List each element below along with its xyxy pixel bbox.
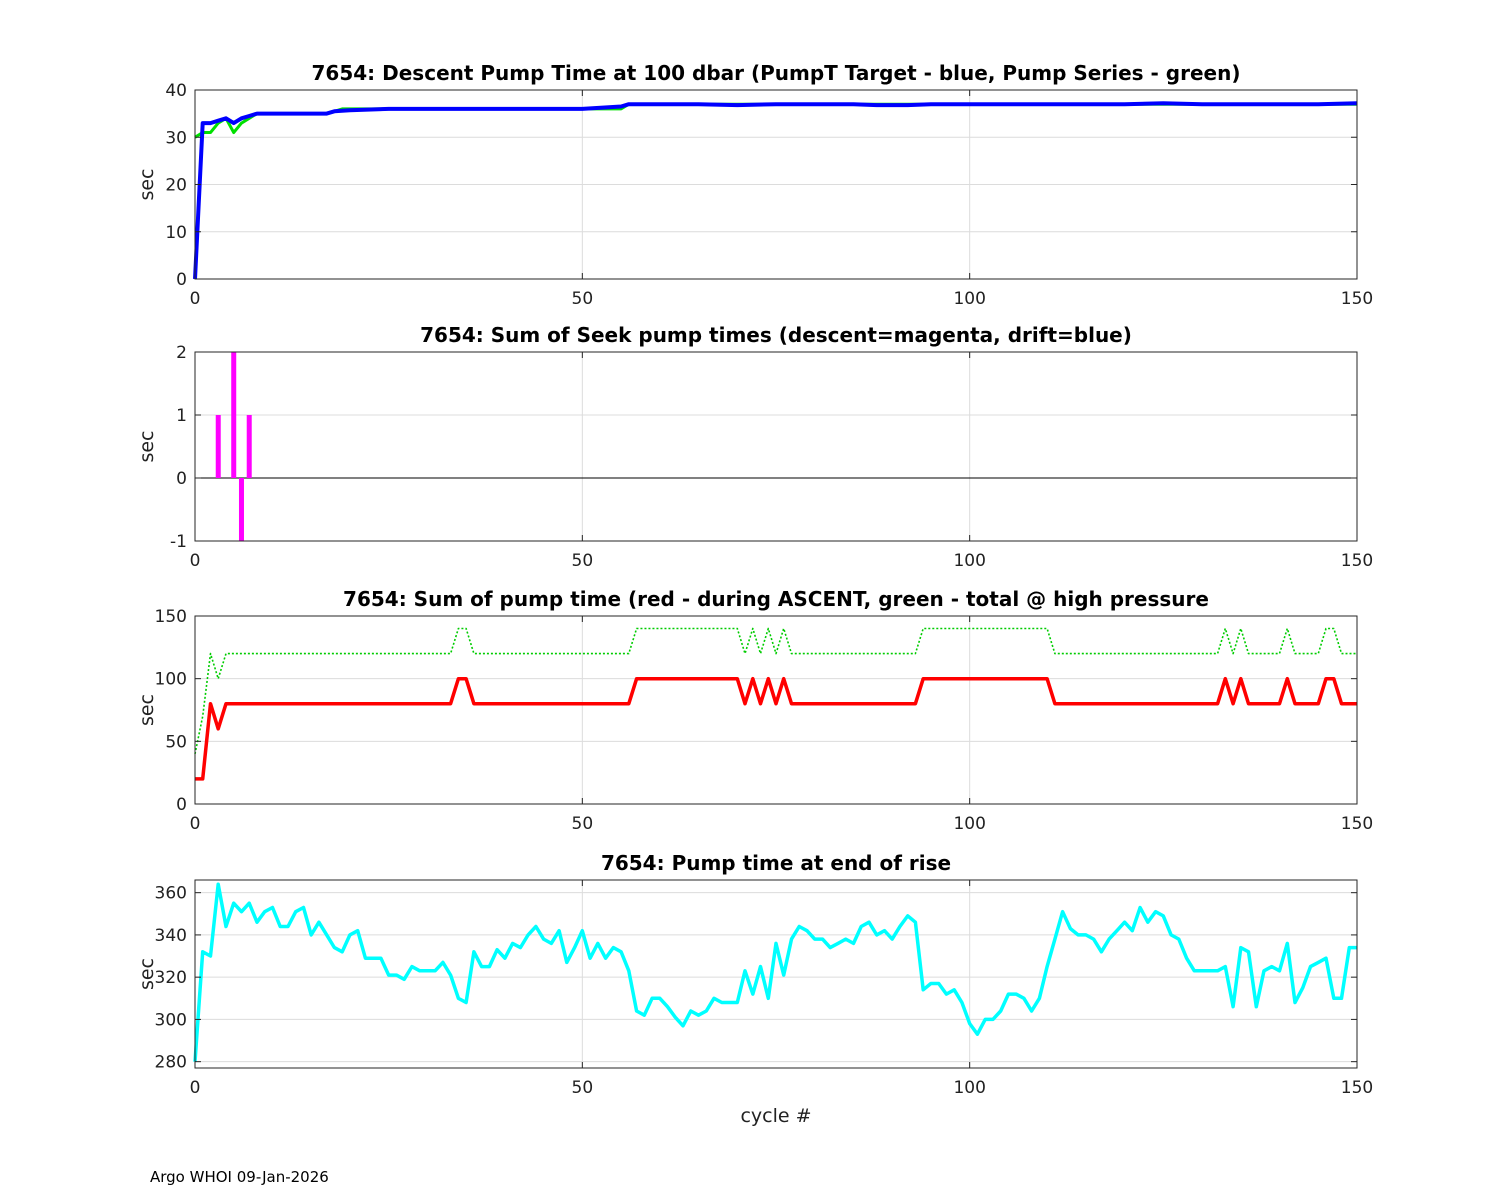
chart-title: 7654: Pump time at end of rise bbox=[601, 851, 951, 875]
y-axis-label: sec bbox=[136, 694, 158, 726]
y-tick-label: 150 bbox=[155, 607, 187, 627]
series-line-0 bbox=[194, 627, 1357, 755]
y-tick-label: 40 bbox=[165, 81, 187, 101]
x-axis-label: cycle # bbox=[740, 1105, 811, 1127]
seek-bar bbox=[231, 352, 237, 478]
y-tick-label: 50 bbox=[165, 732, 187, 752]
chart-title: 7654: Sum of pump time (red - during ASC… bbox=[343, 587, 1209, 611]
y-tick-label: 340 bbox=[155, 926, 187, 946]
pump-time-end-of-rise-plot: 0 50 100 150 280 300 320 340 360 7654: Pump time … bbox=[136, 851, 1373, 1127]
x-tick-label: 50 bbox=[572, 289, 594, 309]
y-axis-label: sec bbox=[136, 168, 158, 200]
y-tick-label: 280 bbox=[155, 1053, 187, 1073]
y-tick-label: 30 bbox=[165, 128, 187, 148]
series-line-1 bbox=[195, 676, 1357, 781]
axes-frame bbox=[194, 879, 1358, 1069]
y-tick-label: 0 bbox=[176, 795, 187, 815]
chart-title: 7654: Sum of Seek pump times (descent=ma… bbox=[420, 323, 1132, 347]
y-axis-label: sec bbox=[136, 430, 158, 462]
x-tick-label: 150 bbox=[1341, 1078, 1373, 1098]
x-tick-label: 100 bbox=[953, 551, 985, 571]
x-tick-label: 0 bbox=[190, 1078, 201, 1098]
y-tick-label: -1 bbox=[170, 532, 187, 552]
x-tick-label: 0 bbox=[190, 551, 201, 571]
axes-frame bbox=[194, 351, 1358, 542]
y-tick-label: 0 bbox=[176, 270, 187, 290]
y-tick-label: 10 bbox=[165, 223, 187, 243]
x-tick-label: 100 bbox=[953, 1078, 985, 1098]
sum-pump-time-plot: 0 50 100 150 0 50 100 150 7654: Sum of pump time… bbox=[136, 587, 1373, 834]
footer-credit: Argo WHOI 09-Jan-2026 bbox=[150, 1168, 329, 1186]
y-tick-label: 0 bbox=[176, 469, 187, 489]
x-tick-label: 50 bbox=[572, 814, 594, 834]
y-tick-label: 360 bbox=[155, 884, 187, 904]
y-tick-label: 1 bbox=[176, 406, 187, 426]
y-tick-label: 300 bbox=[155, 1010, 187, 1030]
y-axis-label: sec bbox=[136, 958, 158, 990]
x-tick-label: 0 bbox=[190, 814, 201, 834]
x-tick-label: 100 bbox=[953, 814, 985, 834]
series-line-1 bbox=[193, 101, 1358, 280]
y-tick-label: 20 bbox=[165, 176, 187, 196]
series-line-0 bbox=[193, 882, 1357, 1062]
seek-bar bbox=[246, 415, 252, 478]
x-tick-label: 50 bbox=[572, 551, 594, 571]
seek-bar bbox=[238, 478, 244, 541]
x-tick-label: 100 bbox=[953, 289, 985, 309]
y-tick-label: 100 bbox=[155, 670, 187, 690]
x-tick-label: 150 bbox=[1341, 289, 1373, 309]
chart-title: 7654: Descent Pump Time at 100 dbar (Pum… bbox=[312, 61, 1241, 85]
seek-bar bbox=[215, 415, 221, 478]
x-tick-label: 50 bbox=[572, 1078, 594, 1098]
descent-pump-time-plot: 0 50 100 150 0 10 20 30 40 7654: Descent Pump Tim… bbox=[136, 61, 1373, 309]
x-tick-label: 150 bbox=[1341, 551, 1373, 571]
y-tick-label: 2 bbox=[176, 343, 187, 363]
x-tick-label: 0 bbox=[190, 289, 201, 309]
y-tick-label: 320 bbox=[155, 968, 187, 988]
x-tick-label: 150 bbox=[1341, 814, 1373, 834]
axes-frame bbox=[194, 615, 1358, 805]
